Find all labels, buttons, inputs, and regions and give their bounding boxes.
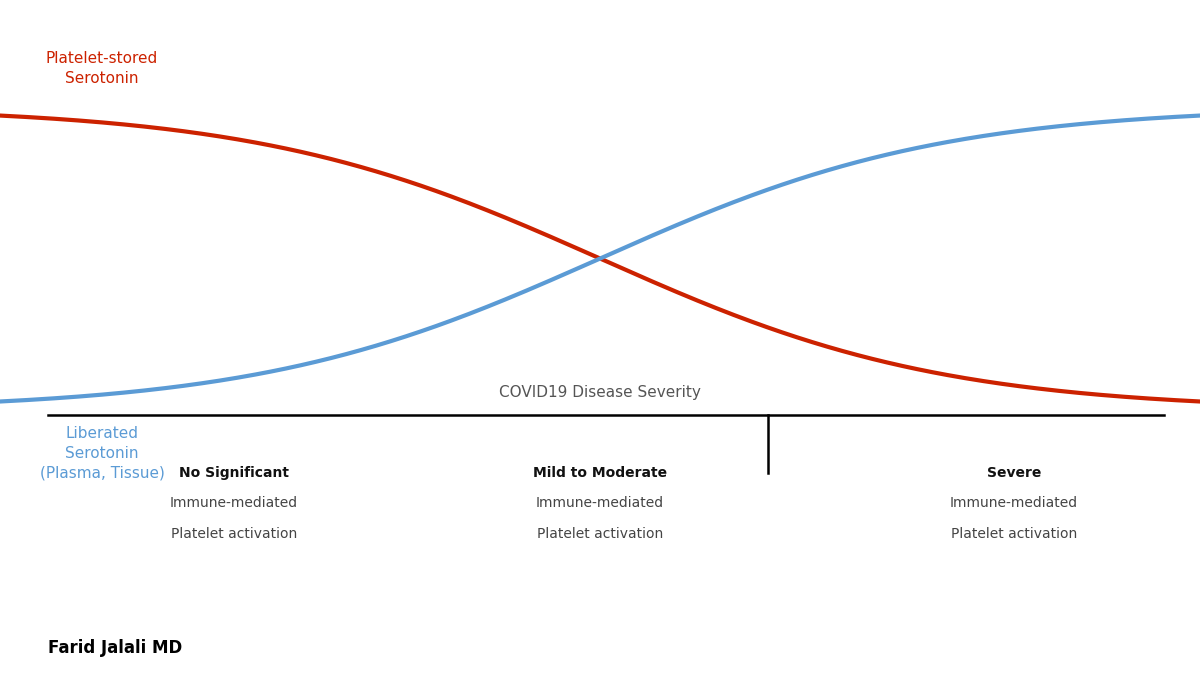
Text: Day 10: Day 10: [733, 484, 803, 502]
Text: 5%: 5%: [998, 639, 1030, 657]
Text: Immune-mediated: Immune-mediated: [170, 496, 298, 510]
Text: Moderate: Moderate: [547, 429, 653, 448]
Text: Platelet activation: Platelet activation: [170, 526, 298, 541]
Text: Platelet activation: Platelet activation: [536, 526, 664, 541]
Text: 75-80%: 75-80%: [196, 639, 272, 657]
Text: No Significant: No Significant: [179, 466, 289, 480]
Text: Platelet activation: Platelet activation: [950, 526, 1078, 541]
Text: COVID19 Disease Severity: COVID19 Disease Severity: [499, 385, 701, 400]
Text: Severe: Severe: [976, 429, 1052, 448]
Text: Immune-mediated: Immune-mediated: [950, 496, 1078, 510]
Text: Severe: Severe: [986, 466, 1042, 480]
Text: Liberated
Serotonin
(Plasma, Tissue): Liberated Serotonin (Plasma, Tissue): [40, 426, 164, 481]
Text: Mild to Moderate: Mild to Moderate: [533, 466, 667, 480]
Text: 15-20%: 15-20%: [562, 639, 638, 657]
Text: Farid Jalali MD: Farid Jalali MD: [48, 639, 182, 657]
Text: Immune-mediated: Immune-mediated: [536, 496, 664, 510]
Text: Mild: Mild: [211, 429, 257, 448]
Text: Platelet-stored
Serotonin: Platelet-stored Serotonin: [46, 51, 158, 86]
